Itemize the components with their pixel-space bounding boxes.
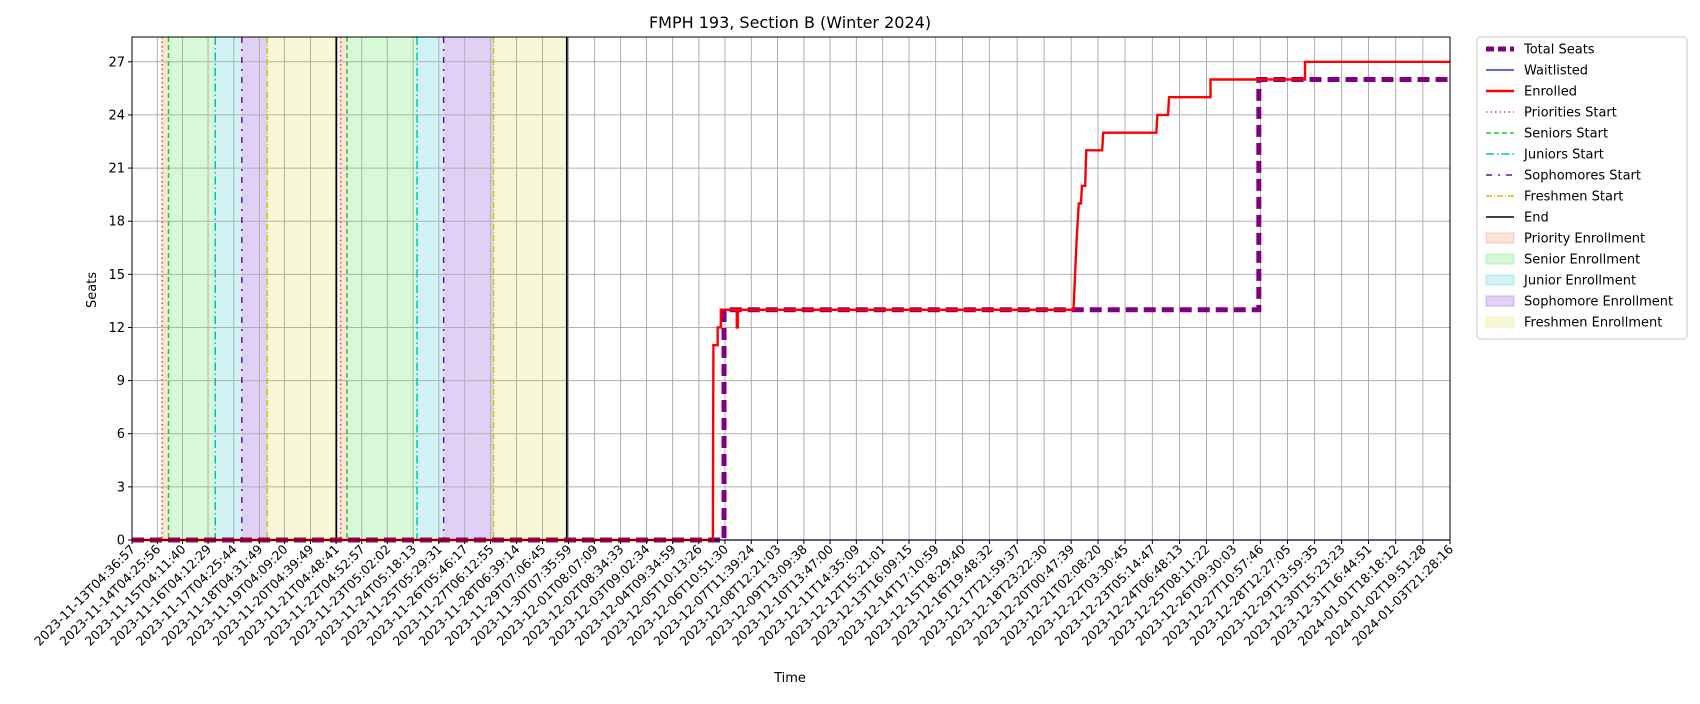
y-tick-label: 3 [117,480,125,495]
legend-box [1476,36,1688,340]
legend: Total Seats Waitlisted Enrolled Priorities … [1476,36,1688,340]
legend-label: Total Seats [1523,43,1595,58]
series-line [132,60,1450,542]
legend-swatch [1485,274,1515,286]
shaded-period [215,37,242,540]
shaded-period [340,37,347,540]
chart-title: FMPH 193, Section B (Winter 2024) [649,13,931,32]
legend-label: Freshmen Enrollment [1524,316,1662,331]
y-tick-label: 24 [108,108,125,123]
shaded-period [162,37,169,540]
shaded-period [241,37,268,540]
shaded-period [267,37,337,540]
shaded-period [443,37,494,540]
y-tick-label: 15 [108,268,125,283]
y-axis-label: Seats [85,272,100,308]
legend-label: Junior Enrollment [1523,274,1636,289]
shaded-periods [162,37,567,540]
legend-label: End [1524,211,1549,226]
legend-label: Sophomore Enrollment [1524,295,1673,310]
shaded-period [493,37,567,540]
y-tick-label: 27 [108,55,125,70]
y-tick-label: 0 [117,534,125,549]
legend-label: Juniors Start [1523,148,1604,163]
axes: 03691215182124272023-11-13T04:36:572023-… [31,36,1456,649]
y-tick-label: 9 [117,374,125,389]
legend-swatch [1485,316,1515,328]
y-tick-label: 6 [117,427,125,442]
legend-label: Priority Enrollment [1524,232,1645,247]
legend-label: Freshmen Start [1524,190,1623,205]
y-tick-label: 21 [108,162,125,177]
axes-frame [131,36,1451,541]
legend-label: Enrolled [1524,85,1577,100]
y-tick-label: 12 [108,321,125,336]
legend-label: Waitlisted [1524,64,1588,79]
legend-label: Priorities Start [1524,106,1617,121]
shaded-period [346,37,418,540]
x-axis-label: Time [773,671,806,686]
legend-swatch [1485,253,1515,265]
period-markers [161,37,568,540]
legend-label: Senior Enrollment [1524,253,1640,268]
legend-label: Seniors Start [1524,127,1608,142]
y-tick-label: 18 [108,215,125,230]
shaded-period [417,37,444,540]
legend-swatch [1485,232,1515,244]
legend-swatch [1485,295,1515,307]
shaded-period [168,37,216,540]
legend-label: Sophomores Start [1524,169,1641,184]
